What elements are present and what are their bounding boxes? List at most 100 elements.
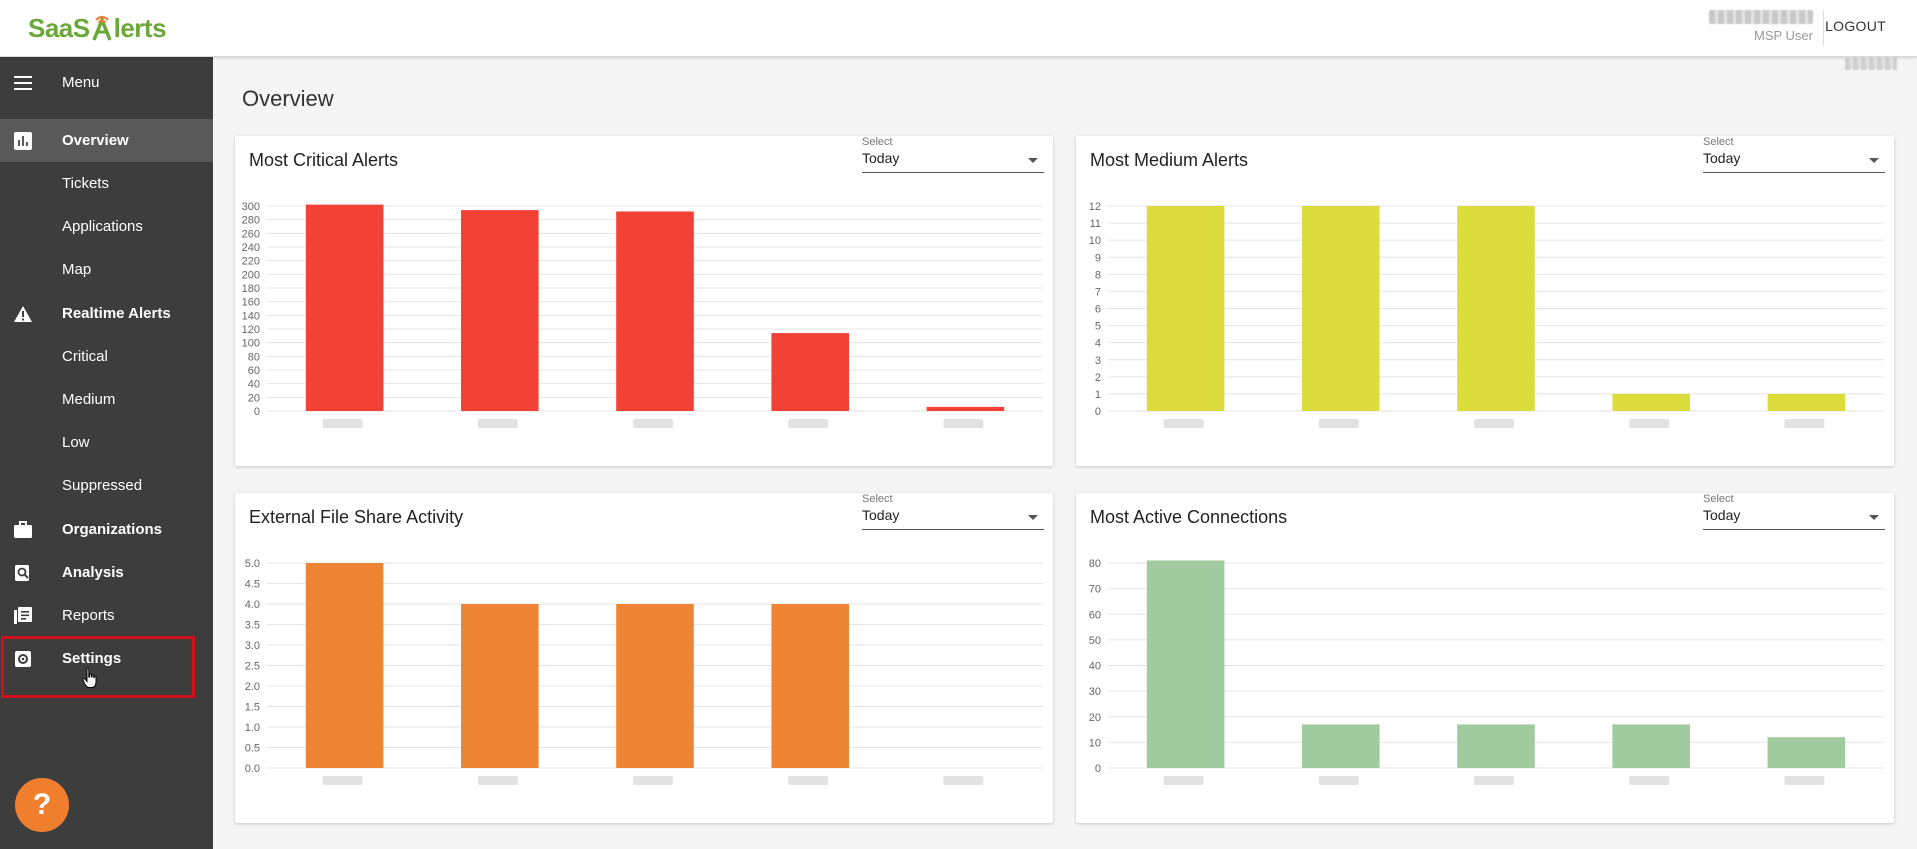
page-title: Overview (242, 86, 334, 111)
sidebar-item-applications[interactable]: Applications (0, 205, 213, 248)
y-tick-label: 2.0 (245, 681, 260, 693)
y-tick-label: 0.5 (245, 743, 260, 755)
y-tick-label: 1.5 (245, 702, 260, 714)
x-label-redacted (1318, 776, 1359, 785)
sidebar-item-low[interactable]: Low (0, 421, 213, 464)
x-label-redacted (1629, 419, 1670, 428)
y-tick-label: 200 (242, 269, 260, 281)
bar[interactable] (305, 204, 384, 411)
bar[interactable] (1302, 724, 1380, 768)
bar[interactable] (1457, 206, 1535, 411)
saas-alerts-logo[interactable]: SaaS lerts (28, 12, 167, 44)
y-tick-label: 1 (1095, 389, 1101, 401)
x-label-redacted (322, 419, 363, 428)
card-title: Most Medium Alerts (1090, 150, 1249, 170)
y-tick-label: 60 (1089, 609, 1101, 621)
y-tick-label: 12 (1089, 201, 1101, 213)
y-tick-label: 7 (1095, 286, 1101, 298)
select-label: Select (1703, 136, 1734, 148)
y-tick-label: 30 (1089, 686, 1101, 698)
card-title: Most Critical Alerts (249, 150, 399, 170)
y-tick-label: 180 (242, 283, 260, 295)
bar[interactable] (1767, 737, 1846, 768)
header-divider (1823, 10, 1824, 46)
hamburger-icon (13, 73, 33, 93)
x-label-redacted (1163, 419, 1204, 428)
bar[interactable] (1457, 724, 1535, 768)
y-tick-label: 60 (248, 365, 260, 377)
bar[interactable] (1767, 393, 1846, 411)
bar[interactable] (305, 563, 384, 768)
bar[interactable] (771, 604, 849, 768)
sidebar-item-medium[interactable]: Medium (0, 378, 213, 421)
sidebar-item-critical[interactable]: Critical (0, 335, 213, 378)
y-tick-label: 240 (242, 242, 260, 254)
bar[interactable] (1146, 560, 1225, 768)
briefcase-icon (13, 520, 33, 540)
y-tick-label: 40 (248, 379, 260, 391)
sidebar-item-suppressed[interactable]: Suppressed (0, 464, 213, 507)
bar[interactable] (771, 333, 849, 411)
sidebar-item-label: Reports (62, 607, 115, 624)
y-tick-label: 4.5 (245, 579, 260, 591)
caret-down-icon (1028, 158, 1038, 163)
sidebar-item-label: Critical (62, 348, 108, 365)
x-label-redacted (943, 419, 984, 428)
bar[interactable] (926, 406, 1005, 411)
y-tick-label: 160 (242, 297, 260, 309)
select-value: Today (1703, 150, 1741, 166)
sidebar-item-settings[interactable]: Settings (0, 637, 213, 680)
sidebar-item-label: Map (62, 261, 92, 278)
bar[interactable] (616, 604, 694, 768)
y-tick-label: 3.0 (245, 640, 260, 652)
select-value: Today (862, 507, 900, 523)
sidebar-item-organizations[interactable]: Organizations (0, 508, 213, 551)
sidebar-item-reports[interactable]: Reports (0, 594, 213, 637)
sidebar-item-label: Suppressed (62, 477, 143, 494)
y-tick-label: 100 (242, 338, 260, 350)
x-label-redacted (1318, 419, 1359, 428)
y-tick-label: 2.5 (245, 661, 260, 673)
top-bar: SaaS lerts MSP User LOGOUT (0, 0, 1917, 57)
bar[interactable] (1612, 724, 1690, 768)
sidebar-item-analysis[interactable]: Analysis (0, 551, 213, 594)
select-label: Select (862, 493, 893, 505)
period-select[interactable]: Today (862, 150, 1044, 173)
help-button[interactable]: ? (15, 778, 69, 832)
x-label-redacted (633, 776, 673, 785)
y-tick-label: 0 (1095, 406, 1101, 418)
y-tick-label: 20 (248, 392, 260, 404)
y-tick-label: 140 (242, 310, 260, 322)
x-label-redacted (322, 776, 363, 785)
bar[interactable] (461, 604, 539, 768)
logout-button[interactable]: LOGOUT (1825, 18, 1886, 34)
y-tick-label: 6 (1095, 304, 1101, 316)
bar[interactable] (461, 210, 539, 411)
sidebar-item-map[interactable]: Map (0, 248, 213, 291)
card-most-active-connections: Most Active Connections Select Today 0 10… (1076, 493, 1894, 823)
x-label-redacted (1629, 776, 1670, 785)
sidebar-item-tickets[interactable]: Tickets (0, 162, 213, 205)
y-tick-label: 40 (1089, 661, 1101, 673)
sidebar-item-overview[interactable]: Overview (0, 119, 213, 162)
period-select[interactable]: Today (1703, 150, 1885, 173)
sidebar-item-menu[interactable]: Menu (0, 61, 213, 104)
bar[interactable] (1302, 206, 1380, 411)
bar[interactable] (616, 211, 694, 411)
period-select[interactable]: Today (1703, 507, 1885, 530)
bar[interactable] (1612, 393, 1690, 411)
x-label-redacted (1163, 776, 1204, 785)
card-title: Most Active Connections (1090, 507, 1288, 527)
gear-icon (13, 649, 33, 669)
sidebar-item-realtime-alerts[interactable]: Realtime Alerts (0, 292, 213, 335)
magnify-icon (13, 563, 33, 583)
y-tick-label: 4 (1095, 338, 1101, 350)
period-select[interactable]: Today (862, 507, 1044, 530)
user-info[interactable]: MSP User (1709, 10, 1813, 43)
sidebar-item-label: Organizations (62, 521, 163, 538)
x-label-redacted (1474, 776, 1514, 785)
bar[interactable] (1146, 206, 1225, 411)
y-tick-label: 0 (1095, 763, 1101, 775)
y-tick-label: 1.0 (245, 722, 260, 734)
